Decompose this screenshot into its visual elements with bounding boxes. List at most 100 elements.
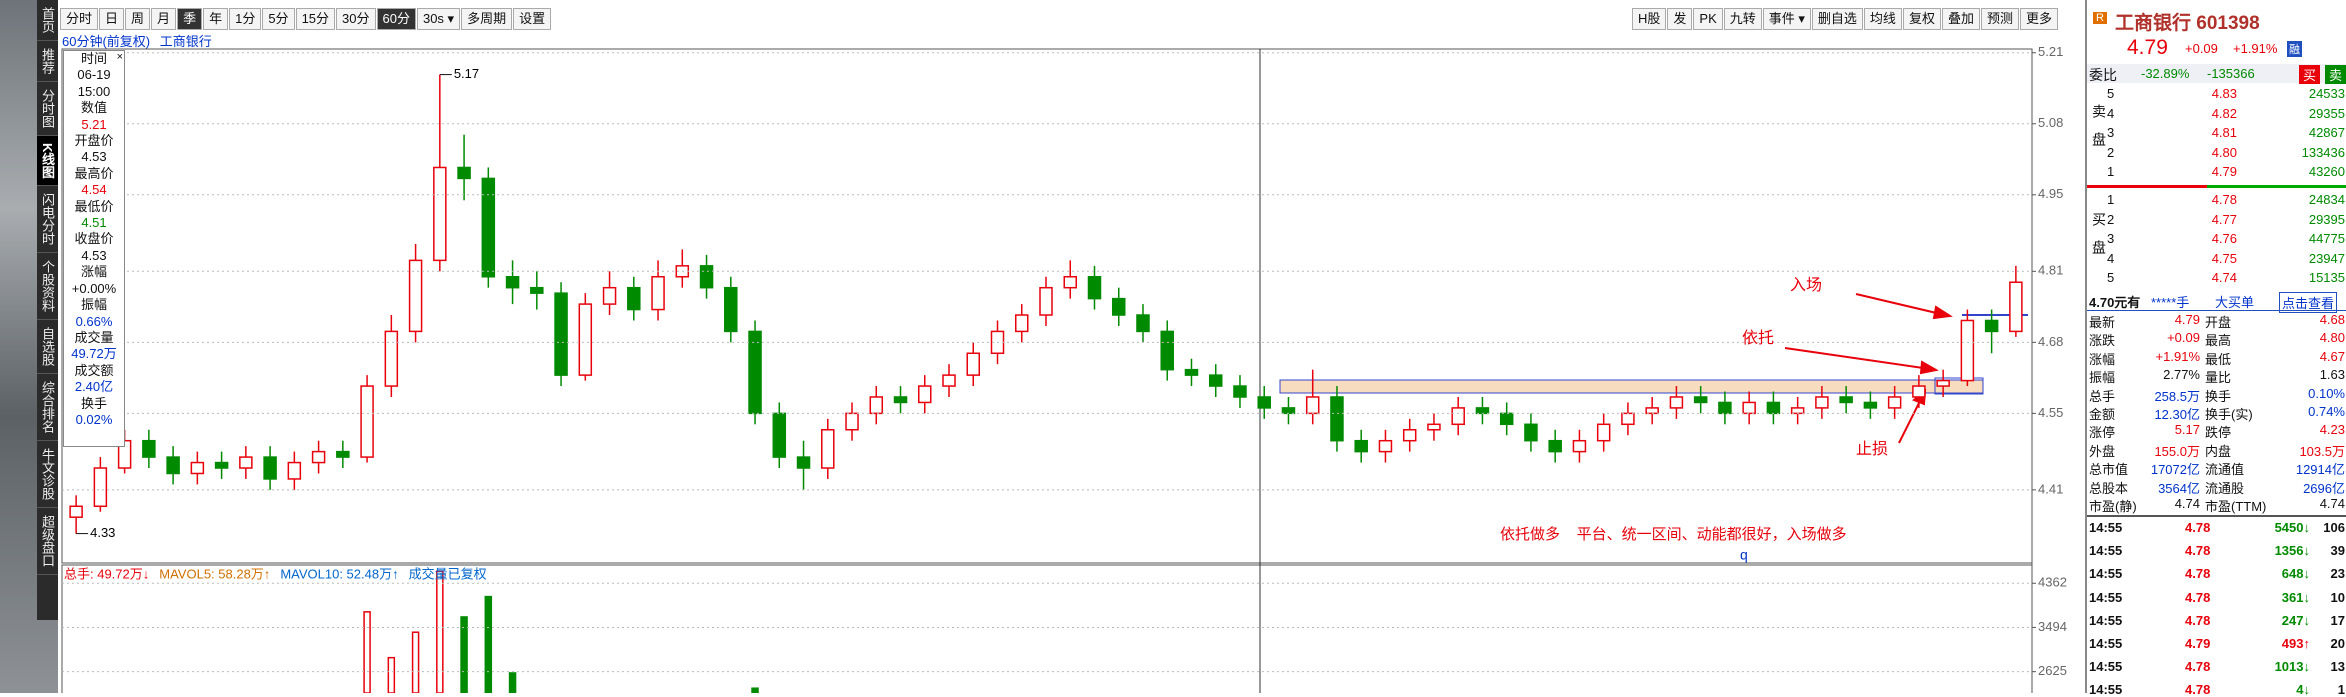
trade-price: 4.79	[2185, 636, 2211, 651]
info-label: 数值	[80, 100, 107, 116]
tool-button[interactable]: 复权	[1902, 8, 1941, 30]
period-button[interactable]: 周	[125, 8, 151, 30]
volume-legend: 成交量已复权	[409, 566, 487, 581]
stat-value: 2.77%	[2163, 367, 2200, 383]
info-value: 2.40亿	[74, 379, 114, 395]
tool-button[interactable]: H股	[1632, 8, 1667, 30]
tool-button[interactable]: 发	[1667, 8, 1693, 30]
stat-label: 跌停	[2205, 425, 2232, 441]
candle-body	[408, 259, 423, 333]
book-volume: 24533	[2308, 86, 2345, 101]
period-button[interactable]: 5分	[262, 8, 295, 30]
period-label: 60分钟(前复权)	[62, 34, 151, 49]
candles	[69, 74, 2023, 534]
stat-value: +1.91%	[2155, 348, 2200, 364]
buy-button[interactable]: 买	[2299, 65, 2321, 84]
candle-body	[942, 374, 956, 387]
tool-button[interactable]: 更多	[2019, 8, 2058, 30]
book-volume: 24834	[2308, 192, 2345, 207]
trade-price: 4.78	[2185, 659, 2211, 675]
candle-body	[918, 385, 932, 404]
candle-body	[1184, 368, 1199, 376]
tool-button[interactable]: 预测	[1980, 8, 2019, 30]
candle-body	[1015, 314, 1029, 333]
period-button[interactable]: 多周期	[461, 8, 513, 30]
candle-body	[1596, 423, 1611, 442]
stat-label: 最高	[2205, 333, 2232, 349]
period-button[interactable]: 设置	[513, 8, 552, 30]
info-value: 4.53	[81, 149, 107, 165]
book-price: 4.79	[2211, 164, 2237, 179]
book-level: 5	[2107, 270, 2115, 285]
candle-body	[1136, 314, 1150, 333]
stat-value: 0.74%	[2308, 404, 2345, 419]
period-button[interactable]: 1分	[229, 8, 262, 30]
trade-price: 4.78	[2185, 520, 2211, 535]
info-value: 5.21	[81, 116, 107, 132]
y-tick-label: 4.55	[2038, 405, 2063, 420]
candle-body	[1645, 407, 1659, 415]
candle-body	[1257, 396, 1271, 409]
volume-bar	[387, 656, 396, 693]
tool-button[interactable]: 删自选	[1811, 8, 1863, 30]
trade-volume: 493↑	[2281, 636, 2310, 651]
period-button[interactable]: 60分	[376, 8, 416, 30]
stat-value: 12914亿	[2295, 462, 2345, 478]
stat-value: 4.80	[2319, 330, 2345, 346]
buy-label: 买盘	[2091, 212, 2107, 268]
trade-time: 14:55	[2089, 636, 2123, 651]
trade-price: 4.78	[2185, 566, 2211, 582]
stat-label: 振幅	[2089, 370, 2116, 386]
book-price: 4.74	[2211, 270, 2237, 285]
candle-body	[336, 450, 350, 458]
book-price: 4.82	[2211, 105, 2237, 121]
candle-body	[627, 286, 641, 311]
tool-button[interactable]: PK	[1693, 8, 1723, 30]
sell-button[interactable]: 卖	[2325, 65, 2346, 84]
trade-volume: 648↓	[2281, 566, 2310, 582]
period-button[interactable]: 日	[99, 8, 125, 30]
candle-body	[1305, 396, 1320, 415]
candle-body	[190, 461, 205, 475]
candle-body	[1475, 407, 1490, 415]
annotation: 止损	[1856, 440, 1888, 458]
stat-label: 开盘	[2205, 315, 2232, 330]
volume-bar	[484, 595, 493, 693]
stat-label: 流通值	[2205, 462, 2245, 478]
y-tick-label: 4.68	[2038, 334, 2063, 349]
trade-volume: 1356↓	[2274, 543, 2310, 559]
trade-volume: 1013↓	[2274, 659, 2310, 675]
info-label: 收盘价	[74, 231, 114, 247]
candle-body	[263, 456, 277, 480]
y-tick-label: 4362	[2038, 575, 2067, 590]
stat-value: 4.68	[2319, 312, 2345, 327]
tool-button[interactable]: 叠加	[1941, 8, 1980, 30]
candle-body	[530, 286, 544, 294]
stat-value: 4.74	[2174, 496, 2200, 511]
candle-body	[1208, 374, 1223, 387]
period-button[interactable]: 月	[151, 8, 177, 30]
period-button[interactable]: 季	[177, 8, 203, 30]
stat-label: 换手	[2205, 388, 2232, 404]
info-label: 成交额	[74, 362, 114, 378]
margin-tag: 融	[2287, 41, 2302, 57]
trade-price: 4.78	[2185, 612, 2211, 628]
period-button[interactable]: 分时	[60, 8, 99, 30]
tool-button[interactable]: 均线	[1863, 8, 1902, 30]
tool-button[interactable]: 九转	[1723, 8, 1762, 30]
stat-label: 市盈(TTM)	[2205, 499, 2267, 514]
ratio-diff: -135366	[2207, 66, 2255, 81]
candle-body	[1936, 379, 1950, 387]
period-button[interactable]: 15分	[295, 8, 336, 30]
book-volume: 15135	[2308, 270, 2345, 285]
tool-button[interactable]: 事件 ▾	[1762, 8, 1811, 30]
candle-body	[724, 286, 738, 333]
change: +0.09	[2185, 41, 2218, 56]
info-label: 时间	[80, 51, 107, 66]
period-button[interactable]: 年	[203, 8, 229, 30]
big-order[interactable]: 点击查看	[2279, 292, 2338, 313]
period-button[interactable]: 30s ▾	[416, 8, 461, 30]
stat-label: 最新	[2089, 315, 2116, 330]
candle-body	[1815, 396, 1829, 409]
period-button[interactable]: 30分	[336, 8, 376, 30]
